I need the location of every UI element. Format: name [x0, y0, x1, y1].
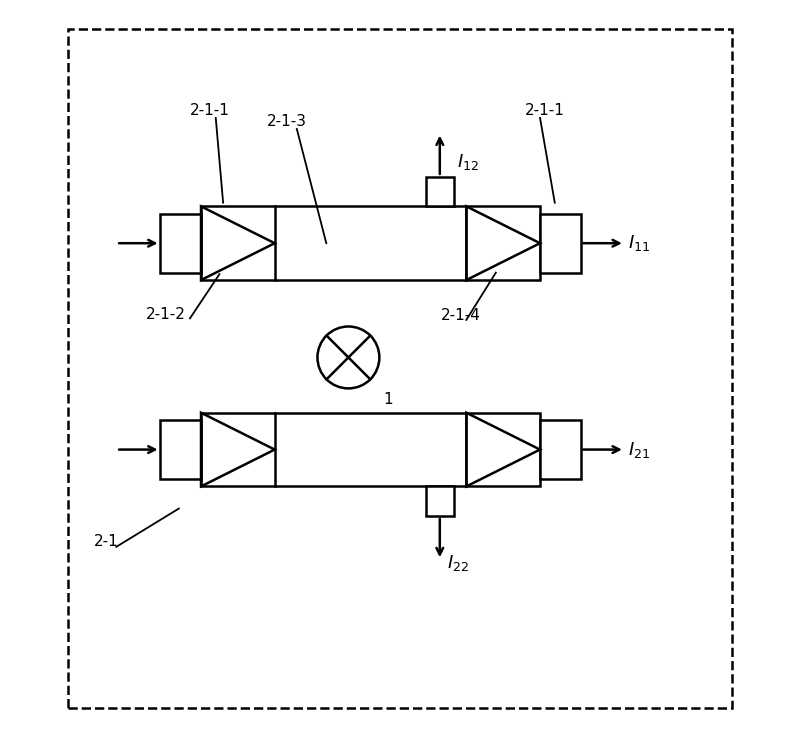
Text: $I_{12}$: $I_{12}$: [458, 152, 479, 172]
Text: $I_{22}$: $I_{22}$: [447, 553, 470, 573]
Text: 2-1-2: 2-1-2: [146, 307, 186, 322]
Text: 2-1-1: 2-1-1: [190, 103, 230, 118]
Polygon shape: [426, 486, 454, 516]
Polygon shape: [540, 420, 581, 479]
Polygon shape: [161, 214, 201, 273]
Text: $I_{21}$: $I_{21}$: [629, 439, 650, 460]
Text: 1: 1: [383, 392, 393, 407]
Polygon shape: [201, 206, 540, 280]
Text: 2-1: 2-1: [94, 534, 119, 549]
Text: 2-1-4: 2-1-4: [441, 308, 481, 323]
Text: 2-1-3: 2-1-3: [267, 114, 307, 129]
Text: 2-1-1: 2-1-1: [526, 103, 565, 118]
Polygon shape: [540, 214, 581, 273]
Text: $I_{11}$: $I_{11}$: [629, 233, 650, 254]
Polygon shape: [161, 420, 201, 479]
Polygon shape: [201, 413, 540, 486]
Polygon shape: [426, 177, 454, 206]
